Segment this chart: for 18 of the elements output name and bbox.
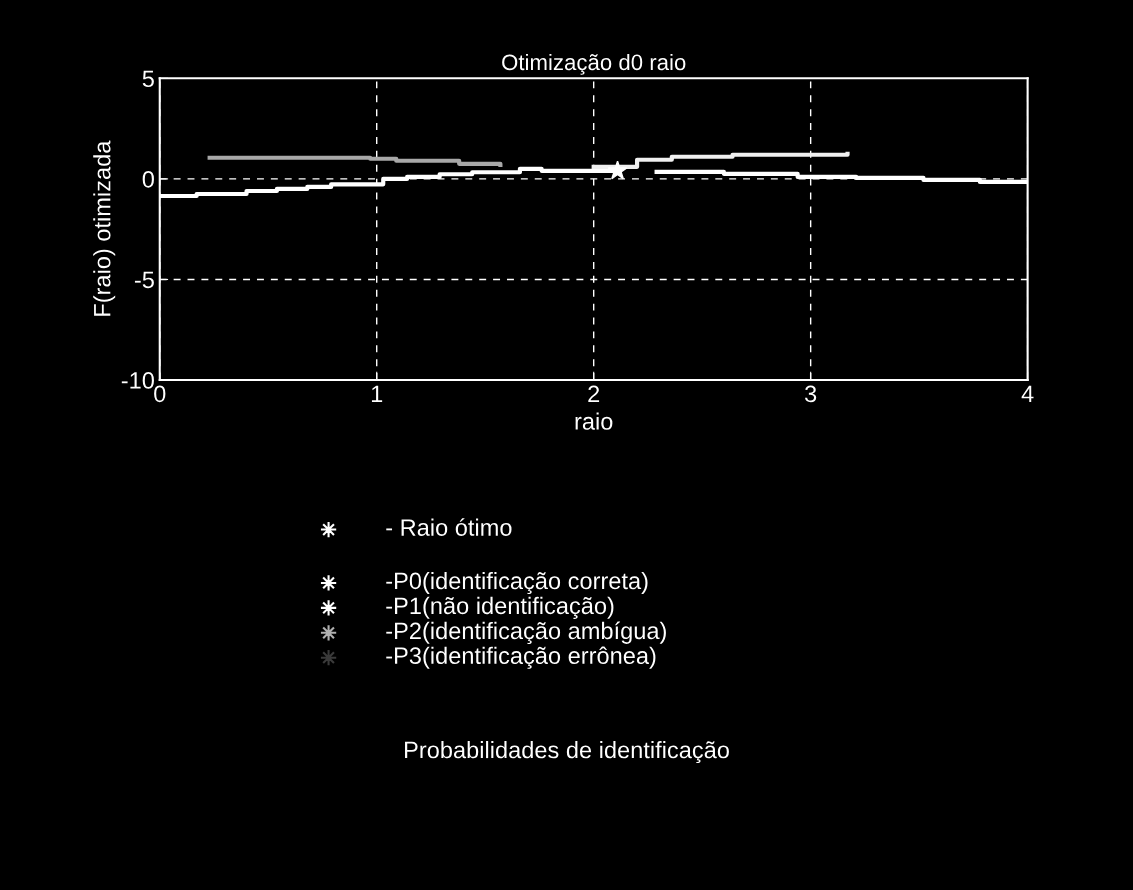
x-tick-label: 1	[371, 385, 383, 402]
x-tick-label: 2	[588, 385, 600, 402]
y-tick-label: -5	[134, 271, 154, 289]
x-tick-label: 0	[154, 385, 166, 403]
y-axis-title: F(raio) otimizada	[93, 140, 116, 316]
text: -P3(identificação errônea)	[386, 646, 656, 669]
chart-title: Otimização d0 raio	[502, 53, 686, 75]
y-tick-label: 0	[142, 170, 154, 188]
x-tick-label: 3	[805, 385, 817, 403]
y-tick-label: 5	[142, 70, 154, 88]
text: -P2(identificação ambígua)	[386, 621, 666, 644]
text: -P1(não identificação)	[386, 596, 614, 619]
text: -P0(identificação correta)	[386, 571, 648, 595]
y-tick-label: -10	[121, 372, 154, 389]
x-axis-title: raio	[575, 412, 613, 430]
text: - Raio ótimo	[386, 518, 512, 536]
text: Probabilidades de identificação	[405, 740, 729, 764]
x-tick-label: 4	[1021, 385, 1034, 402]
